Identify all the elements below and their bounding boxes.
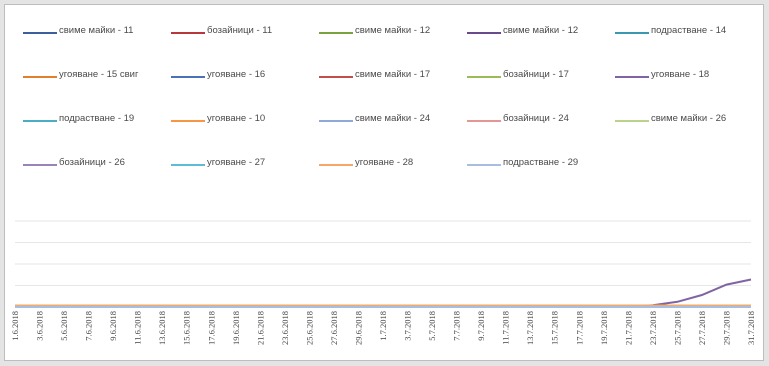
x-tick-label: 11.6.2018 xyxy=(133,311,143,345)
legend-swatch xyxy=(171,32,205,34)
x-tick-label: 21.7.2018 xyxy=(623,311,633,345)
legend-swatch xyxy=(615,32,649,34)
legend-item: бозайници - 24 xyxy=(467,113,615,125)
legend-swatch xyxy=(615,76,649,78)
legend-item: подрастване - 14 xyxy=(615,25,763,37)
legend-swatch xyxy=(319,32,353,34)
legend-item: угояване - 15 свиг xyxy=(23,69,171,81)
legend-item: угояване - 16 xyxy=(171,69,319,81)
legend-label: угояване - 15 свиг xyxy=(59,69,139,80)
x-tick-label: 13.7.2018 xyxy=(525,311,535,345)
legend-item: бозайници - 26 xyxy=(23,157,171,169)
x-tick-label: 7.6.2018 xyxy=(84,311,94,341)
legend-swatch xyxy=(467,76,501,78)
legend-item: угояване - 27 xyxy=(171,157,319,169)
legend-label: свиме майки - 24 xyxy=(355,113,431,124)
x-tick-label: 19.7.2018 xyxy=(599,311,609,345)
legend-label: подрастване - 14 xyxy=(651,25,727,36)
x-tick-label: 17.6.2018 xyxy=(206,311,216,345)
x-tick-label: 9.6.2018 xyxy=(108,311,118,341)
legend-swatch xyxy=(23,120,57,122)
legend-item: свиме майки - 26 xyxy=(615,113,763,125)
legend-item: свиме майки - 12 xyxy=(319,25,467,37)
legend-swatch xyxy=(467,120,501,122)
x-tick-label: 27.7.2018 xyxy=(697,311,707,345)
series-line xyxy=(15,278,752,308)
legend-label: угояване - 10 xyxy=(207,113,266,124)
x-tick-label: 15.7.2018 xyxy=(550,311,560,345)
legend-label: свиме майки - 11 xyxy=(59,25,134,36)
x-tick-label: 25.7.2018 xyxy=(672,311,682,345)
legend-item: свиме майки - 11 xyxy=(23,25,171,37)
x-tick-label: 27.6.2018 xyxy=(329,311,339,345)
x-tick-label: 19.6.2018 xyxy=(231,311,241,345)
x-tick-label: 13.6.2018 xyxy=(157,311,167,345)
x-tick-label: 1.7.2018 xyxy=(378,311,388,341)
legend-label: угояване - 27 xyxy=(207,157,266,168)
legend-swatch xyxy=(467,32,501,34)
x-tick-label: 29.6.2018 xyxy=(353,311,363,345)
legend-item: свиме майки - 24 xyxy=(319,113,467,125)
x-tick-label: 23.7.2018 xyxy=(648,311,658,345)
legend-label: угояване - 16 xyxy=(207,69,266,80)
legend-label: подрастване - 19 xyxy=(59,113,135,124)
x-tick-label: 9.7.2018 xyxy=(476,311,486,341)
legend-label: свиме майки - 12 xyxy=(503,25,579,36)
x-tick-label: 5.6.2018 xyxy=(59,311,69,341)
legend-label: угояване - 28 xyxy=(355,157,414,168)
legend-swatch xyxy=(615,120,649,122)
chart-plot: 1.6.2018 3.6.2018 5.6.2018 7.6.2018 9.6.2018… xyxy=(10,220,756,345)
x-tick-label: 3.7.2018 xyxy=(403,311,413,341)
x-tick-label: 23.6.2018 xyxy=(280,311,290,345)
legend-swatch xyxy=(23,164,57,166)
legend-swatch xyxy=(23,32,57,34)
x-tick-label: 5.7.2018 xyxy=(427,311,437,341)
legend-swatch xyxy=(319,164,353,166)
legend-item: бозайници - 11 xyxy=(171,25,319,37)
legend-label: свиме майки - 17 xyxy=(355,69,431,80)
legend-label: бозайници - 17 xyxy=(503,69,569,80)
legend-item: бозайници - 17 xyxy=(467,69,615,81)
legend-label: свиме майки - 12 xyxy=(355,25,431,36)
x-tick-label: 7.7.2018 xyxy=(452,311,462,341)
legend-swatch xyxy=(23,76,57,78)
legend-label: бозайници - 26 xyxy=(59,157,125,168)
x-tick-label: 3.6.2018 xyxy=(35,311,45,341)
x-tick-label: 17.7.2018 xyxy=(574,311,584,345)
legend-label: свиме майки - 26 xyxy=(651,113,727,124)
legend-swatch xyxy=(319,76,353,78)
legend-label: угояване - 18 xyxy=(651,69,710,80)
x-tick-label: 1.6.2018 xyxy=(10,311,20,341)
x-tick-label: 21.6.2018 xyxy=(255,311,265,345)
legend-item: подрастване - 19 xyxy=(23,113,171,125)
legend-swatch xyxy=(171,120,205,122)
legend-item: угояване - 28 xyxy=(319,157,467,169)
legend-label: бозайници - 24 xyxy=(503,113,569,124)
legend-item: угояване - 10 xyxy=(171,113,319,125)
legend-item: свиме майки - 17 xyxy=(319,69,467,81)
legend-swatch xyxy=(319,120,353,122)
x-tick-label: 15.6.2018 xyxy=(182,311,192,345)
legend-item: свиме майки - 12 xyxy=(467,25,615,37)
chart-frame: свиме майки - 11 бозайници - 11 свиме майк… xyxy=(4,4,764,361)
legend-swatch xyxy=(467,164,501,166)
x-tick-label: 29.7.2018 xyxy=(721,311,731,345)
legend-label: бозайници - 11 xyxy=(207,25,273,36)
legend-swatch xyxy=(171,76,205,78)
legend-label: подрастване - 29 xyxy=(503,157,579,168)
legend-item: подрастване - 29 xyxy=(467,157,615,169)
x-tick-label: 11.7.2018 xyxy=(501,311,511,345)
legend-item: угояване - 18 xyxy=(615,69,763,81)
legend-swatch xyxy=(171,164,205,166)
x-tick-label: 31.7.2018 xyxy=(746,311,756,345)
x-tick-label: 25.6.2018 xyxy=(304,311,314,345)
